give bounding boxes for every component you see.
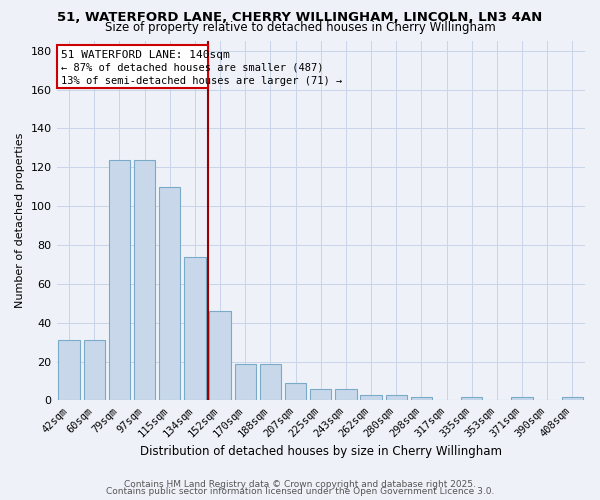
Bar bbox=[260, 364, 281, 401]
Text: 13% of semi-detached houses are larger (71) →: 13% of semi-detached houses are larger (… bbox=[61, 76, 342, 86]
Text: 51, WATERFORD LANE, CHERRY WILLINGHAM, LINCOLN, LN3 4AN: 51, WATERFORD LANE, CHERRY WILLINGHAM, L… bbox=[58, 11, 542, 24]
Bar bbox=[562, 396, 583, 400]
Bar bbox=[461, 396, 482, 400]
Y-axis label: Number of detached properties: Number of detached properties bbox=[15, 133, 25, 308]
Bar bbox=[361, 394, 382, 400]
Bar bbox=[335, 389, 356, 400]
Text: Contains HM Land Registry data © Crown copyright and database right 2025.: Contains HM Land Registry data © Crown c… bbox=[124, 480, 476, 489]
X-axis label: Distribution of detached houses by size in Cherry Willingham: Distribution of detached houses by size … bbox=[140, 444, 502, 458]
Bar bbox=[209, 311, 231, 400]
Text: 51 WATERFORD LANE: 140sqm: 51 WATERFORD LANE: 140sqm bbox=[61, 50, 230, 59]
Text: ← 87% of detached houses are smaller (487): ← 87% of detached houses are smaller (48… bbox=[61, 62, 323, 72]
Bar bbox=[310, 389, 331, 400]
Bar bbox=[386, 394, 407, 400]
Text: Contains public sector information licensed under the Open Government Licence 3.: Contains public sector information licen… bbox=[106, 488, 494, 496]
Bar bbox=[58, 340, 80, 400]
Bar bbox=[285, 383, 307, 400]
FancyBboxPatch shape bbox=[57, 45, 208, 88]
Bar bbox=[83, 340, 105, 400]
Text: Size of property relative to detached houses in Cherry Willingham: Size of property relative to detached ho… bbox=[104, 21, 496, 34]
Bar bbox=[184, 256, 206, 400]
Bar bbox=[109, 160, 130, 400]
Bar bbox=[411, 396, 432, 400]
Bar bbox=[511, 396, 533, 400]
Bar bbox=[159, 186, 181, 400]
Bar bbox=[134, 160, 155, 400]
Bar bbox=[235, 364, 256, 401]
